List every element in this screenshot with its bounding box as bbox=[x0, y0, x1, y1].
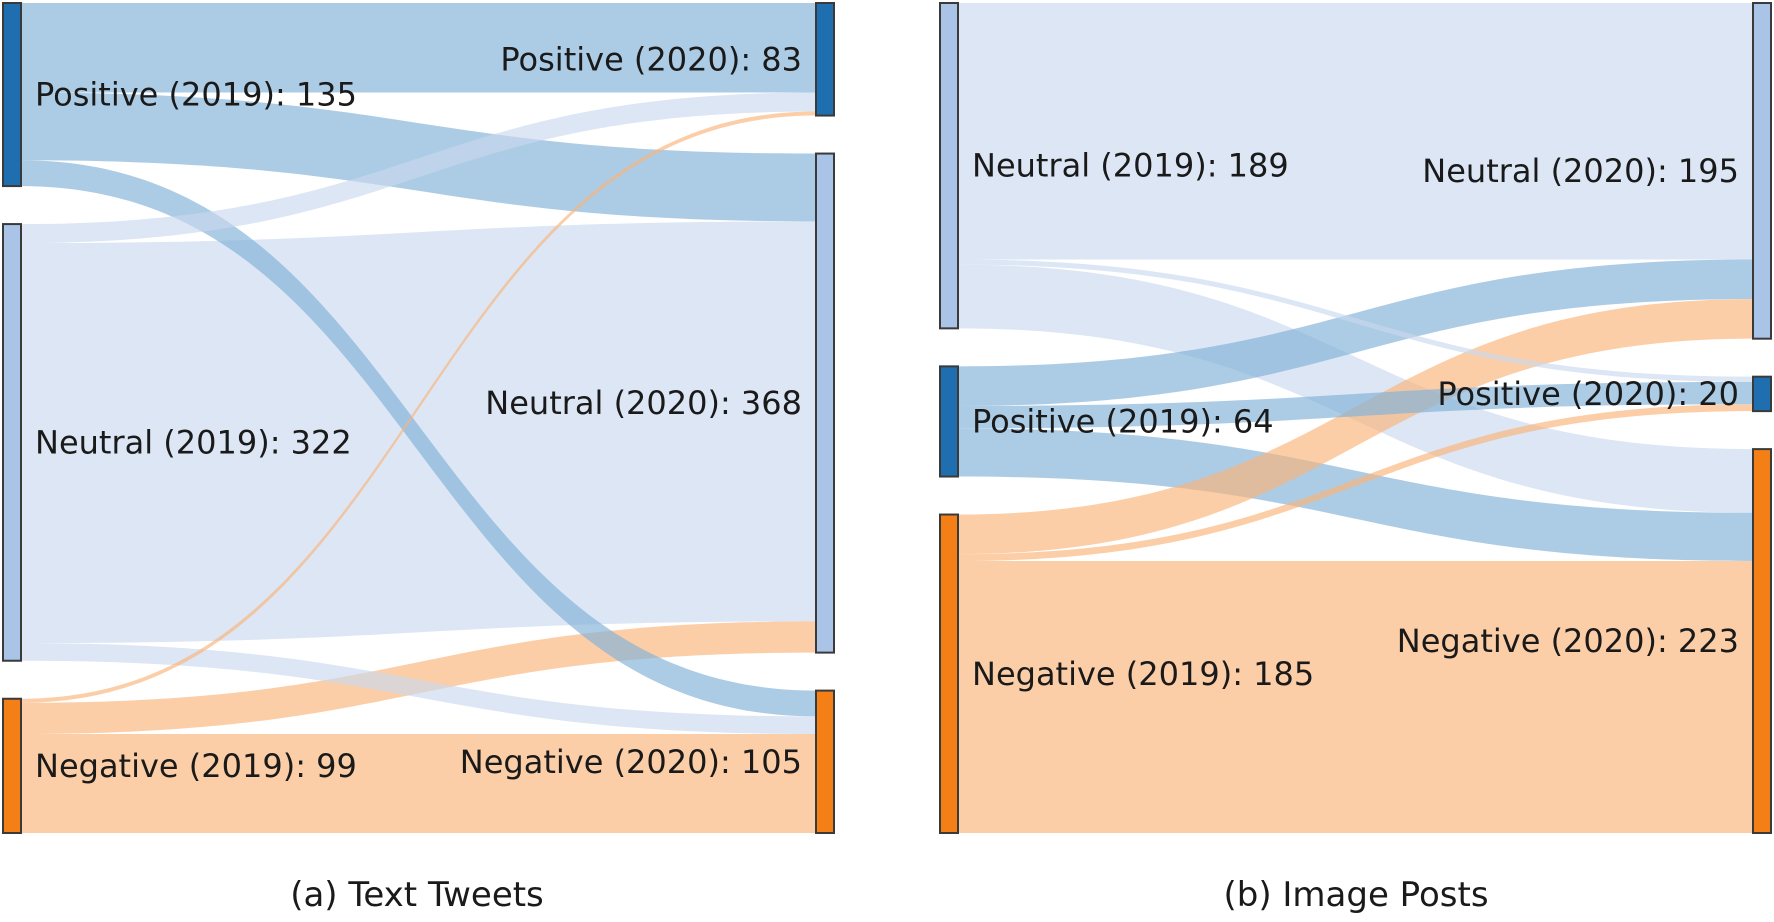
label-neutral-2020: Neutral (2020): 195 bbox=[1422, 152, 1739, 190]
links bbox=[958, 3, 1753, 833]
link-neu19-to-pos20 bbox=[21, 92, 816, 244]
link-neg19-to-neg20 bbox=[21, 734, 816, 833]
link-pos19-to-neu20 bbox=[958, 259, 1753, 406]
panel-text-tweets: Positive (2019): 135 Neutral (2019): 322 N… bbox=[2, 2, 835, 835]
node-negative-2019 bbox=[2, 697, 22, 835]
link-neg19-to-pos20 bbox=[958, 404, 1753, 562]
label-negative-2020: Negative (2020): 105 bbox=[460, 743, 802, 781]
node-neutral-2019 bbox=[2, 223, 22, 662]
caption-image-posts: (b) Image Posts bbox=[1223, 875, 1488, 915]
link-pos19-to-neg20 bbox=[958, 428, 1753, 562]
link-pos19-to-pos20 bbox=[21, 3, 816, 93]
label-positive-2019: Positive (2019): 64 bbox=[972, 402, 1274, 440]
link-neg19-to-neu20 bbox=[958, 299, 1753, 555]
node-positive-2019 bbox=[939, 365, 959, 478]
label-negative-2019: Negative (2019): 185 bbox=[972, 655, 1314, 693]
link-pos19-to-neu20 bbox=[21, 92, 816, 222]
label-positive-2020: Positive (2020): 83 bbox=[500, 40, 802, 78]
link-pos19-to-neg20 bbox=[21, 160, 816, 717]
node-positive-2020 bbox=[815, 2, 835, 117]
link-neg19-to-neg20 bbox=[958, 561, 1753, 833]
label-neutral-2019: Neutral (2019): 322 bbox=[35, 423, 352, 461]
label-negative-2020: Negative (2020): 223 bbox=[1397, 622, 1739, 660]
node-positive-2019 bbox=[2, 2, 22, 188]
node-negative-2019 bbox=[939, 513, 959, 834]
label-negative-2019: Negative (2019): 99 bbox=[35, 747, 357, 785]
links bbox=[21, 3, 816, 833]
label-positive-2020: Positive (2020): 20 bbox=[1437, 375, 1739, 413]
node-positive-2020 bbox=[1752, 375, 1772, 413]
label-neutral-2020: Neutral (2020): 368 bbox=[485, 384, 802, 422]
caption-text-tweets: (a) Text Tweets bbox=[290, 875, 544, 915]
link-pos19-to-pos20 bbox=[958, 381, 1753, 429]
node-neutral-2020 bbox=[1752, 2, 1772, 340]
link-neu19-to-neg20 bbox=[21, 643, 816, 735]
node-neutral-2020 bbox=[815, 152, 835, 654]
link-neu19-to-neg20 bbox=[958, 264, 1753, 513]
node-negative-2020 bbox=[1752, 448, 1772, 834]
node-negative-2020 bbox=[815, 689, 835, 834]
link-neu19-to-pos20 bbox=[958, 259, 1753, 382]
node-neutral-2019 bbox=[939, 2, 959, 330]
label-neutral-2019: Neutral (2019): 189 bbox=[972, 147, 1289, 185]
panel-image-posts: Neutral (2019): 189 Positive (2019): 64 Ne… bbox=[939, 2, 1772, 834]
link-neg19-to-pos20 bbox=[21, 111, 816, 703]
link-neu19-to-neu20 bbox=[958, 3, 1753, 260]
label-positive-2019: Positive (2019): 135 bbox=[35, 76, 357, 114]
